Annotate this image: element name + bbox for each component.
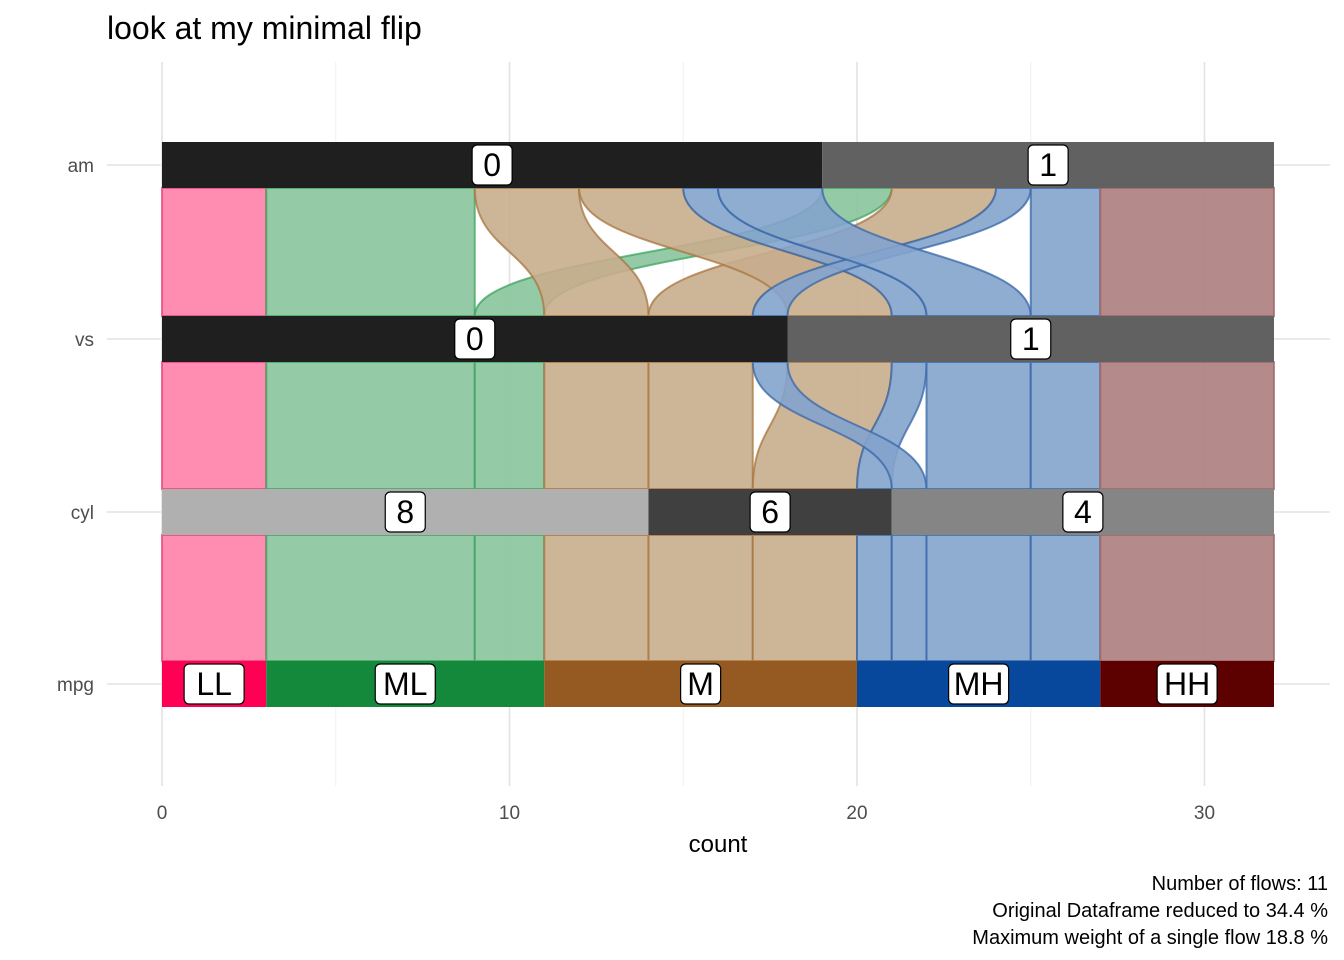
x-tick-label: 20 — [846, 803, 867, 824]
y-tick-label-vs: vs — [75, 330, 94, 351]
node-label-mpg-LL: LL — [196, 666, 232, 702]
flow-ribbon-M-cyl-vs — [647, 361, 754, 490]
flow-ribbon-M-mpg-cyl — [751, 534, 859, 662]
flow-ribbon-MH-vs-am — [1029, 187, 1102, 317]
flow-ribbon-HH-cyl-vs — [1099, 361, 1276, 490]
y-tick-label-am: am — [68, 156, 94, 177]
flow-ribbon-LL-mpg-cyl — [160, 534, 268, 662]
caption: Number of flows: 11 Original Dataframe re… — [972, 873, 1328, 949]
node-label-am-1: 1 — [1039, 147, 1057, 183]
node-label-cyl-8: 8 — [396, 494, 414, 530]
node-label-box-vs-1 — [1010, 318, 1052, 360]
flow-ribbon-M-mpg-cyl — [647, 534, 754, 662]
node-label-vs-0: 0 — [466, 321, 484, 357]
node-label-box-cyl-6 — [749, 491, 791, 533]
flow-ribbon-MH-mpg-cyl — [855, 534, 893, 662]
flow-ribbon-HH-mpg-cyl — [1099, 534, 1276, 662]
chart-title: look at my minimal flip — [107, 10, 422, 46]
flow-ribbon-M-mpg-cyl — [543, 534, 650, 662]
flow-ribbon-MH-mpg-cyl — [890, 534, 928, 662]
node-label-box-am-1 — [1027, 144, 1069, 186]
flow-ribbon-ML-cyl-vs — [265, 361, 476, 490]
x-tick-label: 0 — [157, 803, 168, 824]
y-tick-label-cyl: cyl — [71, 503, 94, 524]
node-label-box-cyl-4 — [1062, 491, 1104, 533]
flow-ribbon-MH-cyl-vs — [1029, 361, 1102, 490]
caption-line: Number of flows: 11 — [1152, 873, 1328, 895]
flow-ribbon-LL-vs-am — [160, 187, 268, 317]
flow-ribbon-M-cyl-vs — [543, 361, 650, 490]
x-axis-title: count — [689, 831, 748, 858]
node-label-am-0: 0 — [483, 147, 501, 183]
node-label-box-cyl-8 — [384, 491, 426, 533]
flow-ribbon-ML-vs-am — [265, 187, 476, 317]
node-label-vs-1: 1 — [1022, 321, 1040, 357]
node-label-box-mpg-ML — [374, 663, 436, 705]
flow-ribbon-MH-mpg-cyl — [925, 534, 1032, 662]
node-label-mpg-HH: HH — [1164, 666, 1210, 702]
flow-ribbon-ML-mpg-cyl — [473, 534, 546, 662]
flow-ribbon-MH-mpg-cyl — [1029, 534, 1102, 662]
label-layer: LL ML M MH HH 8 6 4 0 1 0 1 — [183, 144, 1218, 705]
x-tick-label: 30 — [1194, 803, 1215, 824]
flow-layer — [160, 187, 1276, 662]
node-label-mpg-ML: ML — [383, 666, 427, 702]
y-tick-label-mpg: mpg — [57, 675, 94, 696]
node-label-mpg-MH: MH — [954, 666, 1004, 702]
caption-line: Original Dataframe reduced to 34.4 % — [992, 900, 1328, 922]
node-label-box-am-0 — [471, 144, 513, 186]
caption-line: Maximum weight of a single flow 18.8 % — [972, 927, 1328, 949]
flow-ribbon-ML-mpg-cyl — [265, 534, 476, 662]
node-label-box-mpg-HH — [1156, 663, 1218, 705]
flow-ribbon-LL-cyl-vs — [160, 361, 268, 490]
node-label-box-vs-0 — [454, 318, 496, 360]
flow-ribbon-HH-vs-am — [1099, 187, 1276, 317]
node-label-box-mpg-LL — [183, 663, 245, 705]
flow-ribbon-MH-cyl-vs — [925, 361, 1032, 490]
node-label-box-mpg-M — [680, 663, 722, 705]
flow-ribbon-ML-cyl-vs — [473, 361, 546, 490]
x-tick-label: 10 — [499, 803, 520, 824]
node-label-cyl-6: 6 — [761, 494, 779, 530]
node-label-cyl-4: 4 — [1074, 494, 1092, 530]
node-label-mpg-M: M — [687, 666, 714, 702]
node-label-box-mpg-MH — [948, 663, 1010, 705]
